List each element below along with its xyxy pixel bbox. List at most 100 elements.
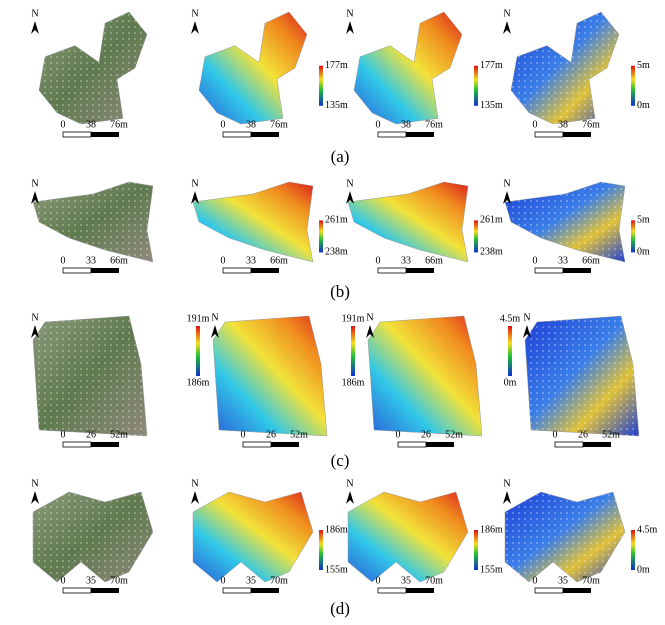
scale-label: 76m (110, 119, 128, 130)
colorbar-min: 135m (480, 100, 503, 111)
map-texture (33, 182, 153, 262)
north-arrow (346, 21, 354, 34)
colorbar (319, 66, 323, 106)
colorbar-max: 261m (480, 215, 503, 226)
scale-label: 52m (445, 429, 463, 440)
map-area (354, 12, 462, 124)
north-arrow (191, 21, 199, 34)
colorbar (196, 326, 200, 376)
scale-label: 70m (270, 575, 288, 586)
north-arrow (523, 325, 531, 338)
scale-bar-white (223, 132, 251, 137)
map-texture (39, 12, 147, 124)
scale-label: 0 (221, 255, 226, 266)
map-area (348, 182, 468, 262)
colorbar-max: 191m (187, 313, 210, 324)
row-label: (b) (330, 282, 350, 301)
scale-label: 35 (86, 575, 96, 586)
colorbar-max: 186m (480, 524, 503, 535)
row-label: (c) (331, 451, 350, 470)
map-area (199, 12, 307, 124)
colorbar (474, 66, 478, 106)
scale-bar-black (251, 588, 279, 593)
north-label: N (31, 8, 38, 19)
row-label: (a) (331, 147, 350, 166)
scale-bar-black (271, 442, 299, 447)
row-label: (d) (330, 599, 350, 618)
colorbar-min: 186m (187, 377, 210, 388)
north-arrow (31, 491, 39, 504)
scale-label: 38 (401, 119, 411, 130)
scale-bar-white (535, 132, 563, 137)
colorbar-max: 177m (325, 60, 348, 71)
scale-label: 0 (61, 575, 66, 586)
scale-label: 35 (401, 575, 411, 586)
map-texture (525, 316, 639, 436)
north-label: N (346, 178, 353, 189)
scale-label: 52m (602, 429, 620, 440)
scale-label: 52m (110, 429, 128, 440)
north-label: N (503, 178, 510, 189)
scale-bar-white (63, 588, 91, 593)
colorbar (631, 220, 635, 252)
north-label: N (31, 312, 38, 323)
colorbar (631, 66, 635, 106)
colorbar-max: 177m (480, 60, 503, 71)
scale-bar-white (378, 268, 406, 273)
map-texture (505, 492, 625, 582)
scale-bar-white (555, 442, 583, 447)
scale-bar-white (223, 268, 251, 273)
colorbar-max: 5m (637, 215, 650, 226)
scale-label: 0 (61, 255, 66, 266)
colorbar-min: 238m (325, 247, 348, 258)
scale-label: 66m (425, 255, 443, 266)
scale-bar-white (398, 442, 426, 447)
scale-label: 66m (582, 255, 600, 266)
north-label: N (503, 478, 510, 489)
north-arrow (503, 491, 511, 504)
scale-label: 0 (376, 119, 381, 130)
colorbar-min: 0m (637, 564, 650, 575)
colorbar (474, 220, 478, 252)
north-arrow (191, 491, 199, 504)
colorbar-min: 0m (504, 377, 517, 388)
colorbar (631, 530, 635, 570)
north-label: N (366, 312, 373, 323)
colorbar (319, 530, 323, 570)
scale-bar-black (563, 132, 591, 137)
scale-label: 33 (558, 255, 568, 266)
map-texture (511, 12, 619, 124)
colorbar-max: 186m (325, 524, 348, 535)
scale-label: 26 (421, 429, 431, 440)
scale-label: 38 (86, 119, 96, 130)
scale-label: 38 (246, 119, 256, 130)
scale-label: 66m (110, 255, 128, 266)
north-label: N (503, 8, 510, 19)
scale-bar-black (563, 588, 591, 593)
colorbar-min: 155m (480, 564, 503, 575)
colorbar (508, 326, 512, 376)
north-label: N (523, 312, 530, 323)
scale-label: 0 (376, 255, 381, 266)
scale-bar-white (63, 132, 91, 137)
colorbar-max: 191m (342, 313, 365, 324)
scale-bar-white (535, 588, 563, 593)
scale-label: 0 (376, 575, 381, 586)
scale-bar-black (91, 588, 119, 593)
scale-label: 33 (401, 255, 411, 266)
map-texture (505, 182, 625, 262)
scale-bar-black (406, 132, 434, 137)
scale-label: 35 (558, 575, 568, 586)
scale-label: 70m (425, 575, 443, 586)
scale-label: 0 (221, 575, 226, 586)
scale-bar-black (583, 442, 611, 447)
scale-label: 0 (241, 429, 246, 440)
map-texture (33, 316, 147, 436)
scale-label: 0 (221, 119, 226, 130)
scale-label: 0 (61, 119, 66, 130)
map-texture (33, 492, 153, 582)
north-arrow (31, 21, 39, 34)
scale-label: 33 (86, 255, 96, 266)
north-arrow (503, 21, 511, 34)
map-area (193, 492, 313, 582)
